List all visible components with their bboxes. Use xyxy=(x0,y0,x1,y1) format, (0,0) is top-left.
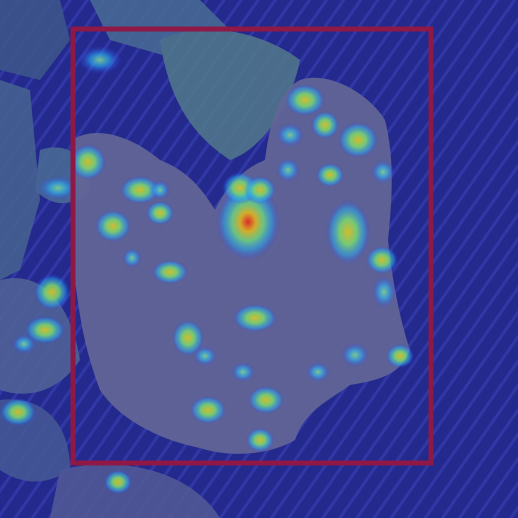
heatmap-spots xyxy=(0,46,414,494)
detection-box xyxy=(70,26,434,466)
